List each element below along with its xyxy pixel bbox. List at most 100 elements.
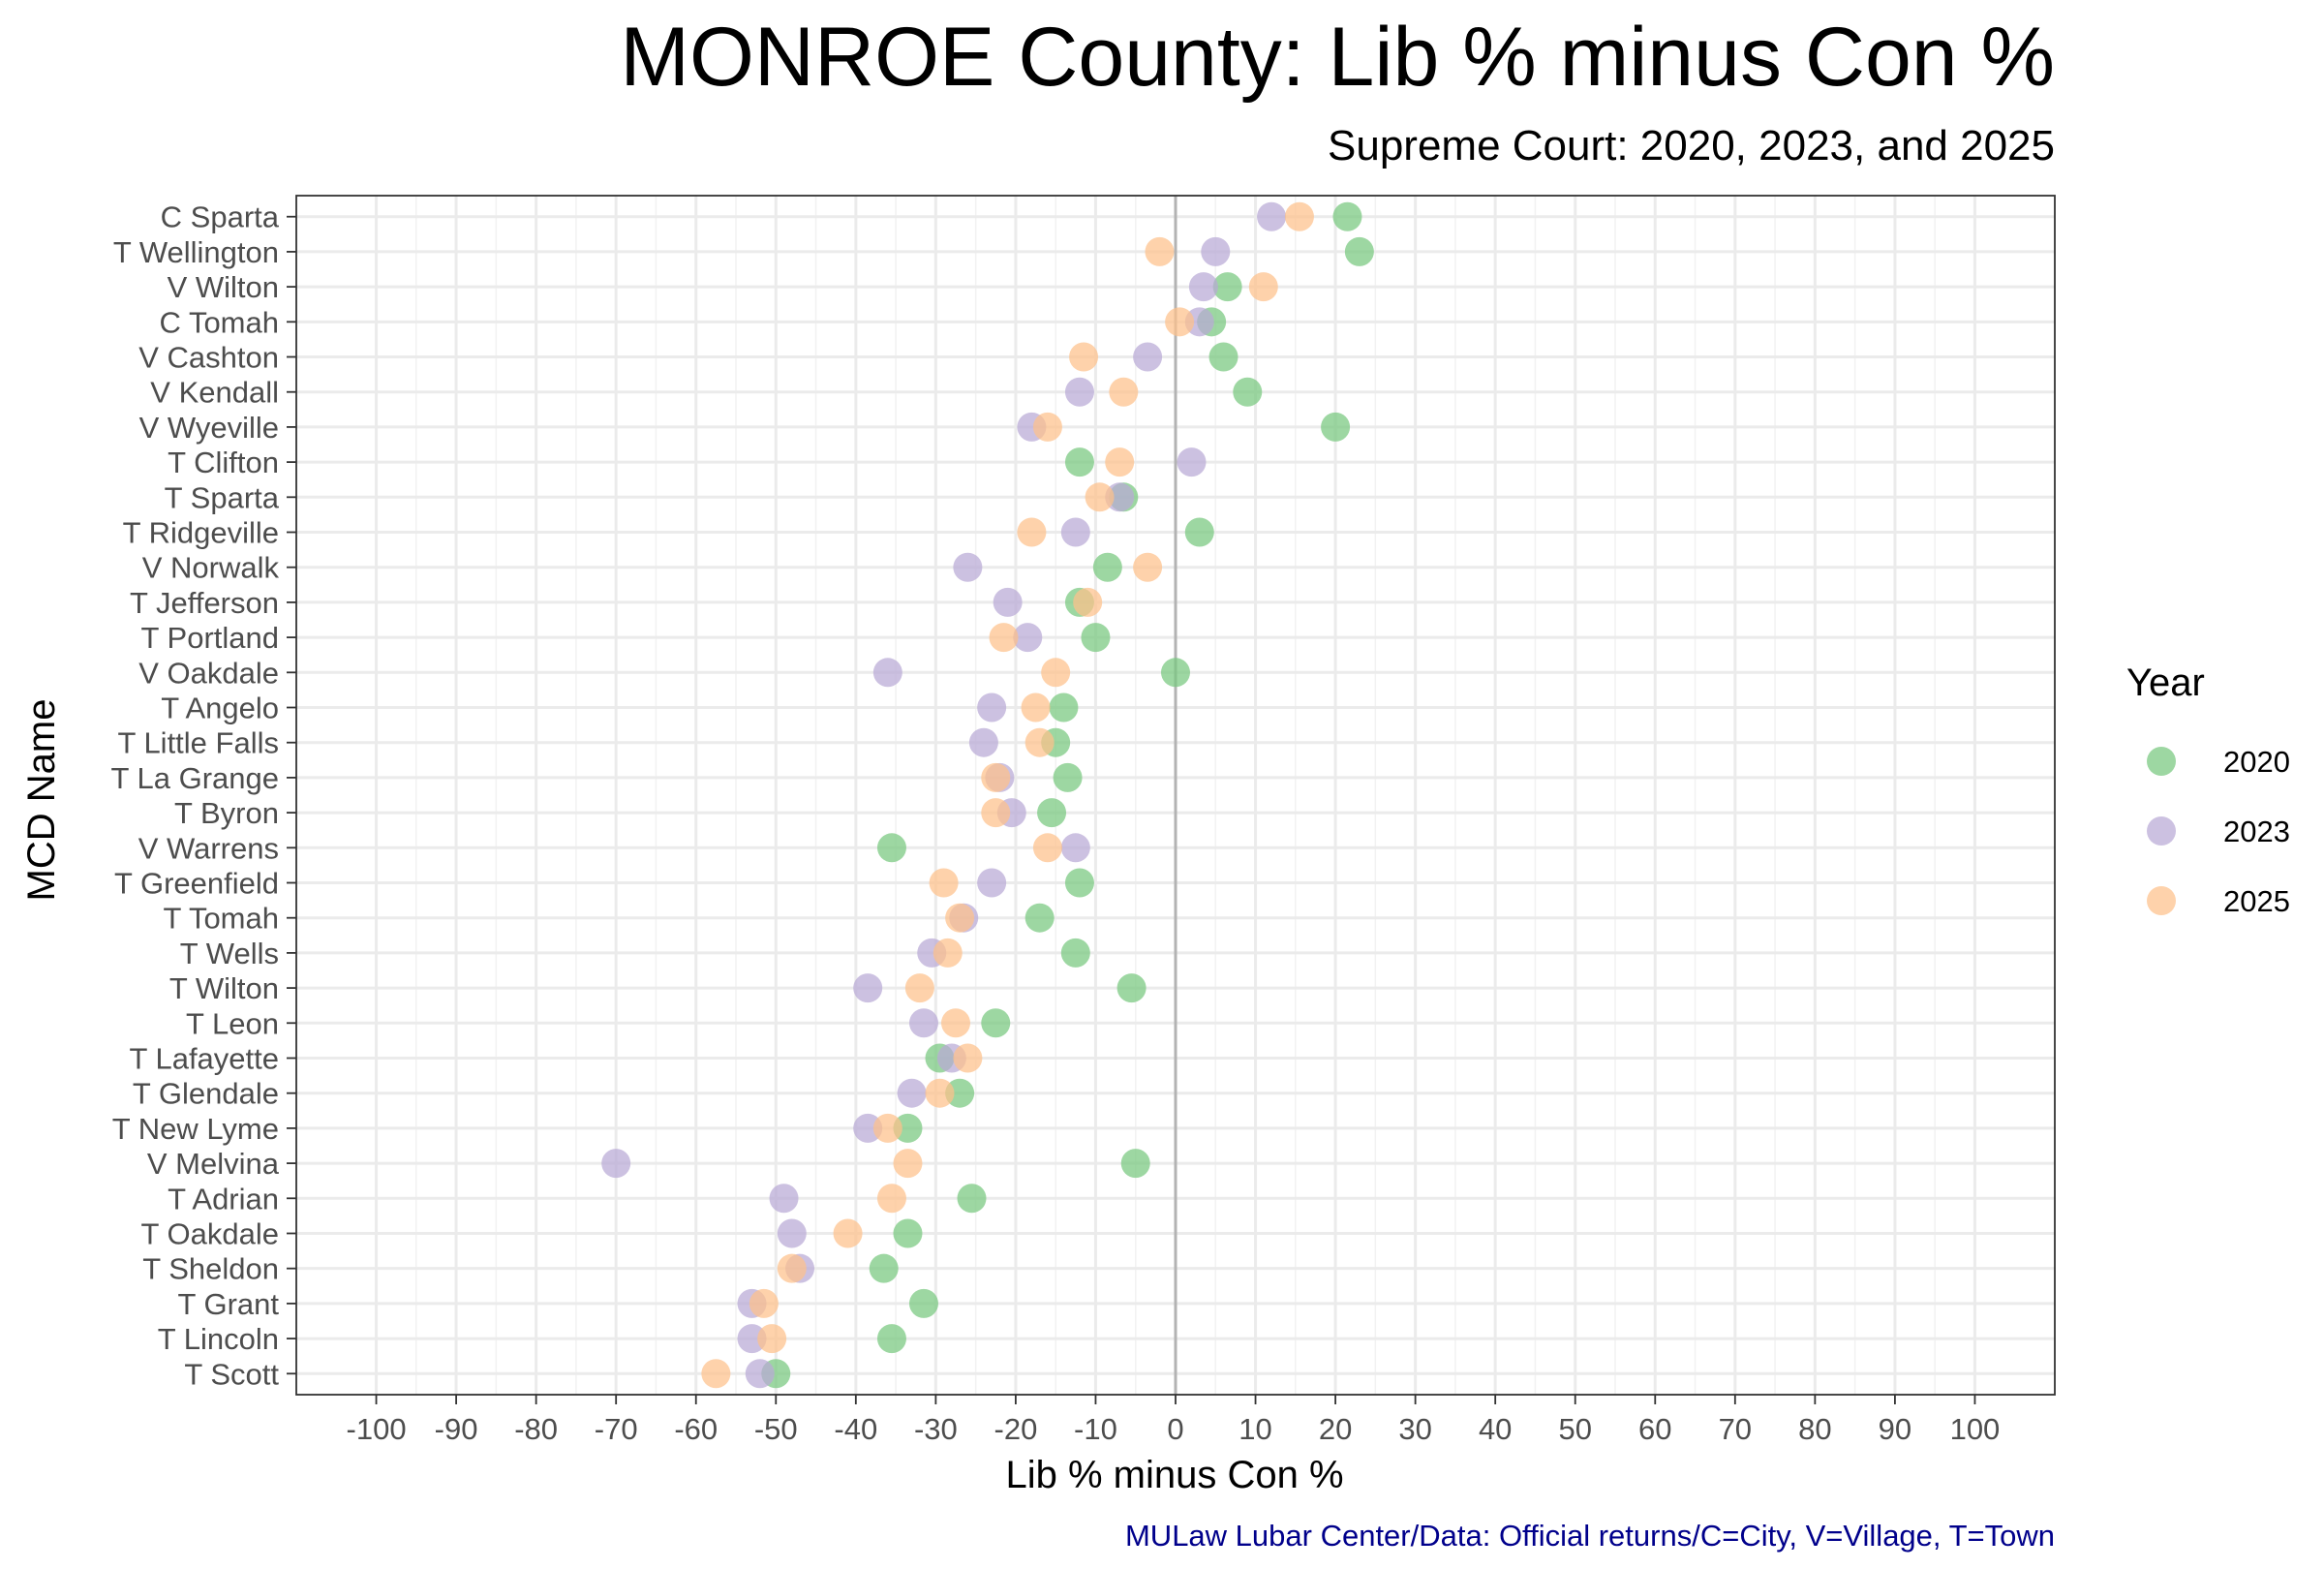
data-point-2023 <box>1201 236 1231 266</box>
y-tick-label: T Byron <box>174 796 279 830</box>
data-point-2020 <box>1053 762 1083 792</box>
data-point-2020 <box>1120 1149 1150 1179</box>
x-tick-label: 80 <box>1798 1412 1831 1446</box>
y-tick-label: T Greenfield <box>114 866 279 900</box>
data-point-2025 <box>929 868 959 898</box>
data-point-2025 <box>1085 482 1115 512</box>
x-tick-label: 100 <box>1950 1412 2001 1446</box>
data-point-2025 <box>989 623 1019 653</box>
legend-items: 2020 2023 2025 <box>2147 745 2290 918</box>
y-tick-label: V Norwalk <box>142 551 280 585</box>
chart-title: MONROE County: Lib % minus Con % <box>620 11 2055 104</box>
data-point-2020 <box>1092 552 1122 582</box>
data-point-2023 <box>1188 272 1218 302</box>
data-point-2023 <box>908 1008 938 1038</box>
data-point-2020 <box>1037 798 1067 828</box>
legend-title: Year <box>2126 661 2205 704</box>
y-tick-label: C Tomah <box>160 305 280 339</box>
legend-key-2020 <box>2147 747 2176 776</box>
data-point-2020 <box>1332 201 1362 231</box>
data-point-2023 <box>1060 517 1090 547</box>
data-point-2020 <box>1116 973 1147 1003</box>
data-point-2020 <box>1212 272 1242 302</box>
x-tick-label: 60 <box>1638 1412 1671 1446</box>
x-tick-label: -40 <box>834 1412 877 1446</box>
chart-subtitle: Supreme Court: 2020, 2023, and 2025 <box>1328 122 2055 169</box>
y-tick-label: V Oakdale <box>138 656 279 690</box>
legend-key-2023 <box>2147 816 2176 846</box>
y-tick-label: V Cashton <box>138 341 279 375</box>
data-point-2023 <box>745 1359 775 1389</box>
legend-label-2023: 2023 <box>2223 815 2290 848</box>
y-tick-label: T La Grange <box>111 761 279 795</box>
x-tick-label: -30 <box>914 1412 958 1446</box>
data-point-2025 <box>1073 587 1103 617</box>
x-tick-label: 40 <box>1479 1412 1512 1446</box>
y-tick-label: V Melvina <box>147 1147 280 1181</box>
data-point-2023 <box>977 692 1007 723</box>
y-tick-label: T Wellington <box>113 235 279 269</box>
data-point-2023 <box>777 1218 807 1248</box>
y-tick-label: T Grant <box>177 1287 279 1321</box>
data-point-2020 <box>1049 692 1079 723</box>
x-tick-label: -50 <box>754 1412 798 1446</box>
y-axis-title: MCD Name <box>20 699 63 902</box>
y-tick-label: T Glendale <box>133 1077 279 1111</box>
data-point-2025 <box>941 1008 970 1038</box>
y-tick-label: T Leon <box>186 1006 279 1040</box>
data-point-2025 <box>1105 447 1135 477</box>
y-tick-label: T Oakdale <box>141 1216 279 1250</box>
y-tick-label: T Wilton <box>169 971 279 1005</box>
data-point-2023 <box>993 587 1023 617</box>
data-point-2023 <box>872 658 902 688</box>
data-point-2025 <box>945 903 975 933</box>
data-point-2023 <box>1105 482 1135 512</box>
legend-label-2020: 2020 <box>2223 745 2290 779</box>
data-point-2023 <box>601 1149 631 1179</box>
x-tick-label: 50 <box>1558 1412 1591 1446</box>
data-point-2025 <box>953 1043 983 1073</box>
x-tick-label: 70 <box>1719 1412 1752 1446</box>
data-point-2020 <box>1081 623 1111 653</box>
data-point-2025 <box>749 1288 779 1318</box>
data-point-2025 <box>872 1113 902 1143</box>
y-tick-label: V Kendall <box>150 376 279 410</box>
data-point-2025 <box>1284 201 1314 231</box>
data-point-2020 <box>1344 236 1374 266</box>
data-point-2023 <box>977 868 1007 898</box>
x-tick-label: -80 <box>514 1412 558 1446</box>
y-tick-label: T Sparta <box>165 480 280 514</box>
data-point-2023 <box>1133 342 1163 372</box>
data-point-2023 <box>1013 623 1043 653</box>
x-tick-label: -100 <box>347 1412 407 1446</box>
y-tick-label: T Portland <box>141 621 279 655</box>
data-point-2025 <box>1017 517 1047 547</box>
data-point-2020 <box>957 1184 987 1214</box>
data-point-2025 <box>1248 272 1278 302</box>
data-point-2025 <box>1021 692 1051 723</box>
data-point-2023 <box>737 1324 767 1354</box>
data-point-2020 <box>1064 868 1094 898</box>
data-point-2025 <box>1024 727 1055 757</box>
data-point-2020 <box>1184 517 1214 547</box>
data-point-2023 <box>1257 201 1287 231</box>
x-tick-label: 20 <box>1319 1412 1352 1446</box>
y-tick-label: V Wilton <box>168 270 279 304</box>
legend-label-2025: 2025 <box>2223 884 2290 918</box>
data-point-2025 <box>1109 377 1139 407</box>
data-point-2020 <box>869 1253 899 1283</box>
data-point-2025 <box>893 1149 923 1179</box>
data-point-2025 <box>981 798 1011 828</box>
y-tick-label: V Warrens <box>138 831 279 865</box>
data-point-2025 <box>981 762 1011 792</box>
data-point-2023 <box>1184 307 1214 337</box>
x-tick-label: -10 <box>1074 1412 1117 1446</box>
data-point-2023 <box>953 552 983 582</box>
data-point-2020 <box>1321 412 1351 442</box>
data-point-2025 <box>1041 658 1071 688</box>
x-tick-label: -60 <box>674 1412 718 1446</box>
data-point-2025 <box>1032 833 1062 863</box>
data-point-2020 <box>908 1288 938 1318</box>
